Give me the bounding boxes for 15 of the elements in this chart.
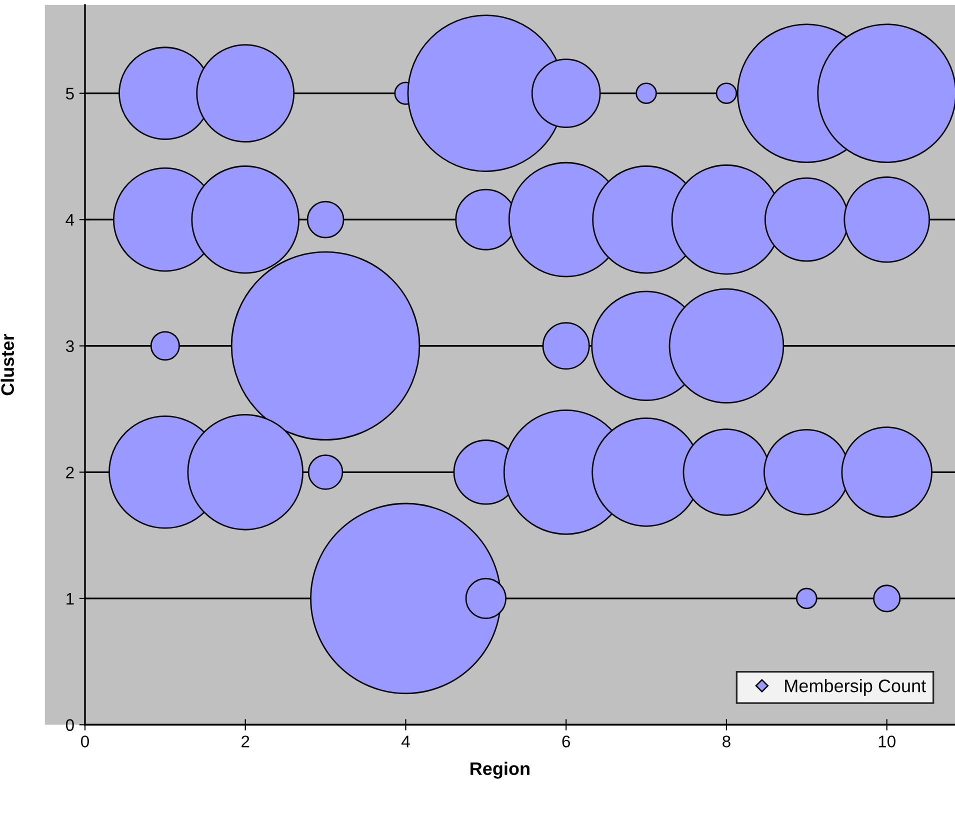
x-tick-label: 8 xyxy=(722,736,730,748)
legend-label: Membersip Count xyxy=(785,679,926,696)
x-tick-label: 0 xyxy=(80,736,89,748)
y-tick-label: 4 xyxy=(66,214,74,226)
x-tick-label: 2 xyxy=(242,736,250,748)
y-tick-label: 3 xyxy=(66,340,74,352)
y-axis-title: Cluster xyxy=(0,334,14,396)
x-tick-label: 10 xyxy=(878,736,896,748)
x-axis-title: Region xyxy=(470,762,530,779)
x-tick-label: 4 xyxy=(401,736,410,748)
y-tick-label: 5 xyxy=(66,88,74,100)
y-tick-label: 1 xyxy=(66,593,74,604)
y-tick-label: 0 xyxy=(66,719,74,731)
x-tick-label: 6 xyxy=(562,736,570,748)
y-tick-label: 2 xyxy=(66,466,74,478)
